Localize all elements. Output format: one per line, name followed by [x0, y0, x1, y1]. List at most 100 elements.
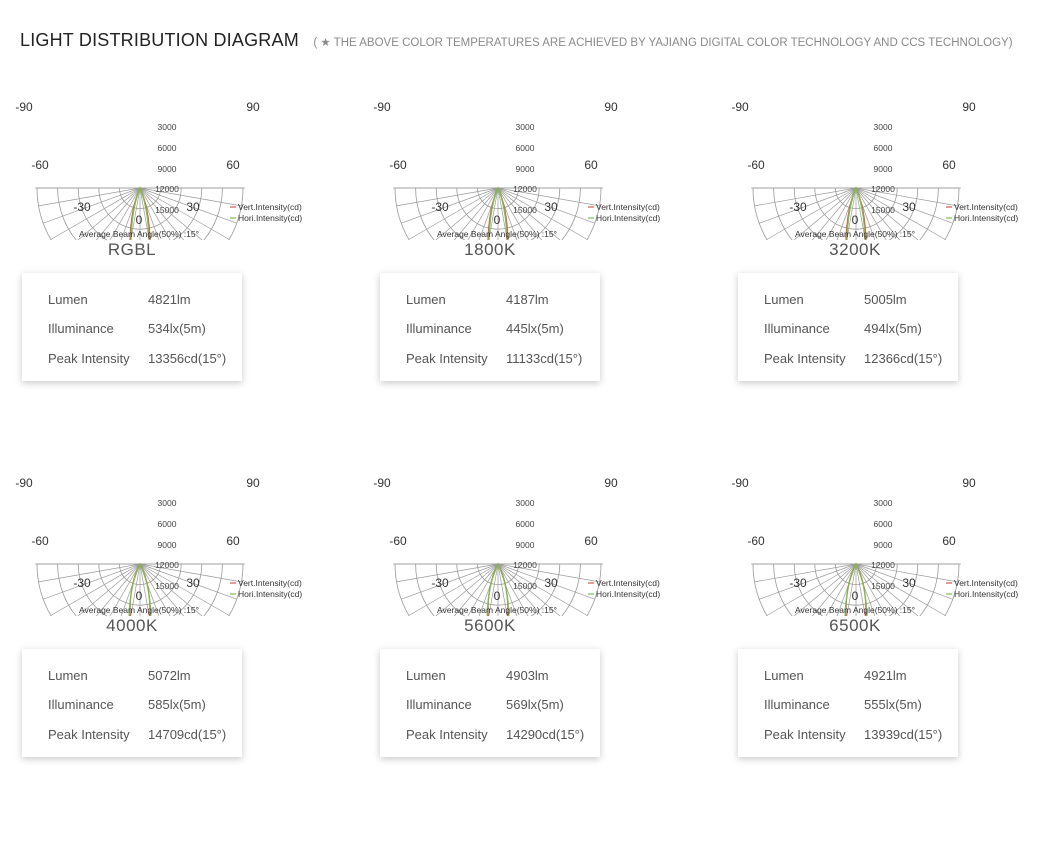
angle-label: 0 — [136, 213, 143, 227]
angle-label: -60 — [31, 158, 49, 172]
spec-row-peak: Peak Intensity 14290cd(15°) — [406, 727, 584, 742]
grid-spoke — [43, 563, 141, 600]
grid-circle — [77, 563, 203, 616]
spec-row-lumen: Lumen 5005lm — [764, 292, 907, 307]
grid-spoke — [77, 563, 141, 616]
grid-spoke — [467, 563, 499, 616]
angle-label: -60 — [31, 534, 49, 548]
spec-row-peak: Peak Intensity 11133cd(15°) — [406, 351, 582, 366]
spec-card: Lumen 4921lm Illuminance 555lx(5m) Peak Inte… — [738, 649, 958, 757]
grid-circle — [752, 563, 960, 616]
grid-spoke — [855, 187, 919, 240]
grid-spoke — [453, 187, 499, 240]
grid-circle — [415, 187, 581, 240]
intensity-tick-label: 12000 — [871, 184, 895, 194]
intensity-tick-label: 3000 — [874, 498, 893, 508]
grid-spoke — [766, 187, 857, 240]
legend-hori-label: Hori.Intensity(cd) — [596, 589, 660, 599]
grid-spoke — [139, 187, 242, 207]
spec-row-illuminance: Illuminance 555lx(5m) — [764, 697, 922, 712]
angle-label: 30 — [544, 200, 558, 214]
intensity-tick-label: 9000 — [874, 164, 893, 174]
angle-label: 0 — [494, 213, 501, 227]
legend-hori-label: Hori.Intensity(cd) — [954, 589, 1018, 599]
angle-label: -30 — [431, 576, 449, 590]
spec-row-lumen: Lumen 5072lm — [48, 668, 191, 683]
angle-label: 30 — [186, 200, 200, 214]
grid-spoke — [497, 187, 595, 224]
intensity-tick-label: 9000 — [158, 164, 177, 174]
intensity-tick-label: 12000 — [513, 560, 537, 570]
legend-hori-label: Hori.Intensity(cd) — [954, 213, 1018, 223]
angle-label: -90 — [15, 476, 33, 490]
grid-spoke — [109, 563, 141, 616]
hori-intensity-curve — [130, 186, 150, 240]
angle-label: 0 — [852, 213, 859, 227]
spec-key: Illuminance — [48, 697, 114, 712]
spec-card: Lumen 4187lm Illuminance 445lx(5m) Peak Inte… — [380, 273, 600, 381]
grid-spoke — [855, 187, 901, 240]
angle-label: 60 — [226, 534, 240, 548]
grid-spoke — [497, 187, 561, 240]
legend-vert-label: Vert.Intensity(cd) — [954, 202, 1018, 212]
polar-diagram: -90 90 -60 60 -30 30 0 3000 6000 9000 12000 15000 Ve… — [15, 476, 302, 616]
spec-value: 5005lm — [864, 292, 907, 307]
grid-circle — [773, 563, 939, 616]
grid-spoke — [139, 187, 171, 240]
grid-spoke — [95, 563, 141, 616]
grid-spoke — [139, 187, 230, 240]
distribution-panel: -90 90 -60 60 -30 30 0 3000 6000 9000 12000 15000 Ve… — [358, 80, 688, 470]
grid-spoke — [139, 563, 230, 616]
spec-key: Peak Intensity — [406, 727, 488, 742]
intensity-tick-label: 6000 — [874, 519, 893, 529]
angle-label: 60 — [226, 158, 240, 172]
angle-label: 90 — [962, 476, 976, 490]
intensity-tick-label: 6000 — [516, 143, 535, 153]
spec-key: Peak Intensity — [764, 351, 846, 366]
grid-spoke — [497, 563, 595, 600]
spec-value: 13356cd(15°) — [148, 351, 227, 366]
grid-spoke — [43, 187, 141, 224]
grid-spoke — [139, 563, 150, 616]
distribution-panel: -90 90 -60 60 -30 30 0 3000 6000 9000 12000 15000 Ve… — [0, 80, 330, 470]
grid-spoke — [855, 187, 958, 207]
spec-key: Illuminance — [406, 321, 472, 336]
distribution-panel: -90 90 -60 60 -30 30 0 3000 6000 9000 12000 15000 Ve… — [358, 456, 688, 846]
angle-label: 60 — [942, 158, 956, 172]
spec-key: Peak Intensity — [764, 727, 846, 742]
grid-spoke — [77, 187, 141, 240]
grid-spoke — [453, 563, 499, 616]
panel-title: 4000K — [106, 616, 158, 635]
spec-row-illuminance: Illuminance 585lx(5m) — [48, 697, 206, 712]
grid-spoke — [855, 563, 887, 616]
spec-card: Lumen 5005lm Illuminance 494lx(5m) Peak Inte… — [738, 273, 958, 381]
spec-value: 13939cd(15°) — [864, 727, 943, 742]
panel-title: 3200K — [829, 240, 881, 259]
spec-card: Lumen 4821lm Illuminance 534lx(5m) Peak Inte… — [22, 273, 242, 381]
spec-row-lumen: Lumen 4187lm — [406, 292, 549, 307]
intensity-tick-label: 12000 — [155, 560, 179, 570]
grid-spoke — [497, 187, 529, 240]
hori-intensity-curve — [486, 562, 510, 616]
polar-diagram: -90 90 -60 60 -30 30 0 3000 6000 9000 12000 15000 Ve… — [373, 476, 660, 616]
grid-spoke — [825, 563, 857, 616]
spec-row-peak: Peak Intensity 13356cd(15°) — [48, 351, 226, 366]
spec-key: Lumen — [406, 292, 446, 307]
intensity-tick-label: 3000 — [516, 498, 535, 508]
beam-angle-caption: Average Beam Angle(50%) :15° — [437, 229, 557, 239]
angle-label: 30 — [544, 576, 558, 590]
grid-spoke — [497, 563, 561, 616]
polar-diagram: -90 90 -60 60 -30 30 0 3000 6000 9000 12000 15000 Ve… — [731, 476, 1018, 616]
spec-key: Peak Intensity — [48, 727, 130, 742]
grid-spoke — [811, 187, 857, 240]
grid-spoke — [855, 563, 901, 616]
grid-circle — [394, 563, 602, 616]
angle-label: -30 — [789, 200, 807, 214]
spec-value: 14290cd(15°) — [506, 727, 585, 742]
angle-label: 60 — [942, 534, 956, 548]
grid-spoke — [38, 187, 141, 207]
hori-intensity-curve — [846, 186, 866, 240]
spec-value: 494lx(5m) — [864, 321, 922, 336]
spec-key: Illuminance — [48, 321, 114, 336]
spec-value: 445lx(5m) — [506, 321, 564, 336]
